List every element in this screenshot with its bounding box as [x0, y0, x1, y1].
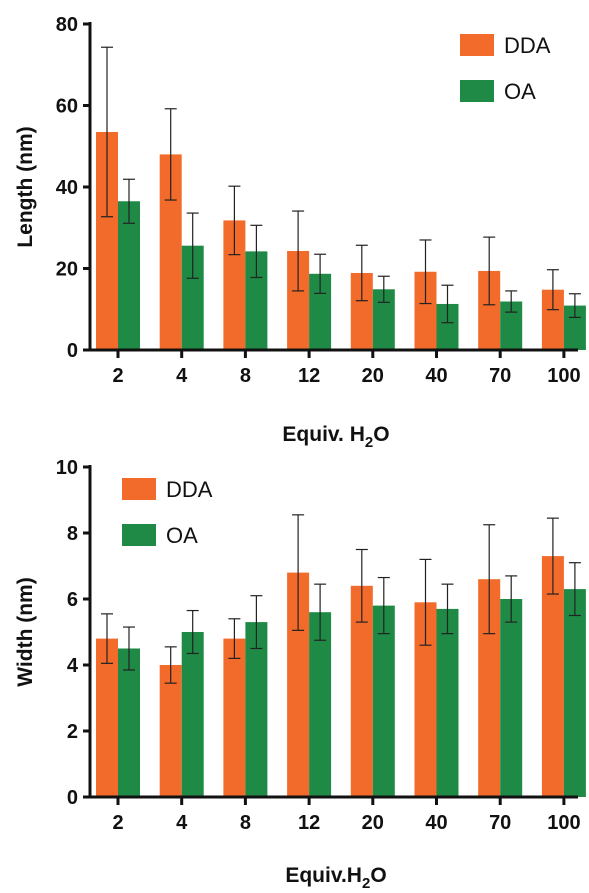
- bar-dda-2: [96, 638, 118, 797]
- bar-dda-12: [287, 572, 310, 797]
- legend-label-oa: OA: [504, 79, 536, 104]
- legend-swatch-oa: [460, 80, 494, 102]
- y-tick-label: 4: [67, 655, 79, 677]
- bar-dda-4: [159, 154, 182, 350]
- bar-oa-40: [436, 303, 459, 350]
- bar-dda-8: [223, 638, 246, 797]
- bar-oa-2: [118, 648, 140, 797]
- bar-oa-4: [181, 632, 204, 797]
- bar-dda-100: [541, 556, 564, 797]
- legend-swatch-dda: [460, 34, 494, 56]
- legend-label-dda: DDA: [504, 33, 551, 58]
- y-tick-label: 80: [56, 14, 78, 36]
- bar-oa-8: [245, 251, 268, 350]
- y-tick-label: 40: [56, 177, 78, 199]
- bar-dda-70: [478, 270, 501, 350]
- x-tick-label: 12: [298, 365, 320, 387]
- bar-oa-12: [309, 612, 332, 797]
- x-tick-label: 8: [240, 365, 251, 387]
- bar-oa-100: [563, 589, 586, 797]
- bar-dda-20: [350, 272, 373, 350]
- x-axis-title: Equiv.H2O: [285, 864, 386, 892]
- x-tick-label: 70: [489, 365, 511, 387]
- legend-swatch-dda: [122, 478, 156, 500]
- bar-oa-20: [372, 289, 395, 350]
- bar-oa-20: [372, 605, 395, 797]
- bar-oa-2: [118, 201, 140, 350]
- x-tick-label: 8: [240, 812, 251, 834]
- x-tick-label: 100: [547, 812, 580, 834]
- bar-oa-70: [500, 301, 523, 350]
- legend-label-oa: OA: [166, 523, 198, 548]
- width-chart: 0 2 4 6 8 10 2 4 8 12 20 40 70 100 Width (nm) Equiv.H2O…: [14, 457, 586, 892]
- x-tick-label: 2: [112, 812, 123, 834]
- legend-swatch-oa: [122, 524, 156, 546]
- y-tick-label: 60: [56, 96, 78, 118]
- x-tick-label: 20: [362, 365, 384, 387]
- bar-oa-8: [245, 622, 268, 797]
- bar-dda-40: [414, 271, 437, 350]
- x-tick-label: 100: [547, 365, 580, 387]
- bar-dda-8: [223, 220, 246, 350]
- x-tick-label: 4: [176, 365, 188, 387]
- bar-oa-100: [563, 305, 586, 350]
- bar-oa-70: [500, 599, 523, 797]
- x-tick-label: 40: [425, 365, 447, 387]
- x-tick-label: 4: [176, 812, 188, 834]
- bar-dda-2: [96, 131, 118, 350]
- y-tick-label: 8: [67, 523, 78, 545]
- bar-dda-20: [350, 585, 373, 797]
- legend-label-dda: DDA: [166, 477, 213, 502]
- y-axis-title: Length (nm): [14, 126, 37, 247]
- x-axis-title: Equiv. H2O: [282, 423, 389, 451]
- bar-dda-100: [541, 289, 564, 350]
- bar-oa-40: [436, 608, 459, 797]
- length-chart: 0 20 40 60 80 2 4 8 12 20 40 70 100 Length (nm) Equiv.…: [14, 14, 586, 451]
- x-tick-label: 40: [425, 812, 447, 834]
- bar-dda-4: [159, 665, 182, 797]
- y-tick-label: 6: [67, 589, 78, 611]
- x-tick-label: 20: [362, 812, 384, 834]
- y-tick-label: 0: [67, 787, 78, 809]
- bar-dda-12: [287, 250, 310, 350]
- x-tick-label: 2: [112, 365, 123, 387]
- x-tick-label: 70: [489, 812, 511, 834]
- bar-oa-4: [181, 245, 204, 350]
- x-tick-label: 12: [298, 812, 320, 834]
- y-tick-label: 2: [67, 721, 78, 743]
- y-axis-title: Width (nm): [14, 577, 37, 686]
- y-tick-label: 0: [67, 340, 78, 362]
- y-tick-label: 20: [56, 259, 78, 281]
- bar-dda-40: [414, 602, 437, 797]
- y-tick-label: 10: [56, 457, 78, 479]
